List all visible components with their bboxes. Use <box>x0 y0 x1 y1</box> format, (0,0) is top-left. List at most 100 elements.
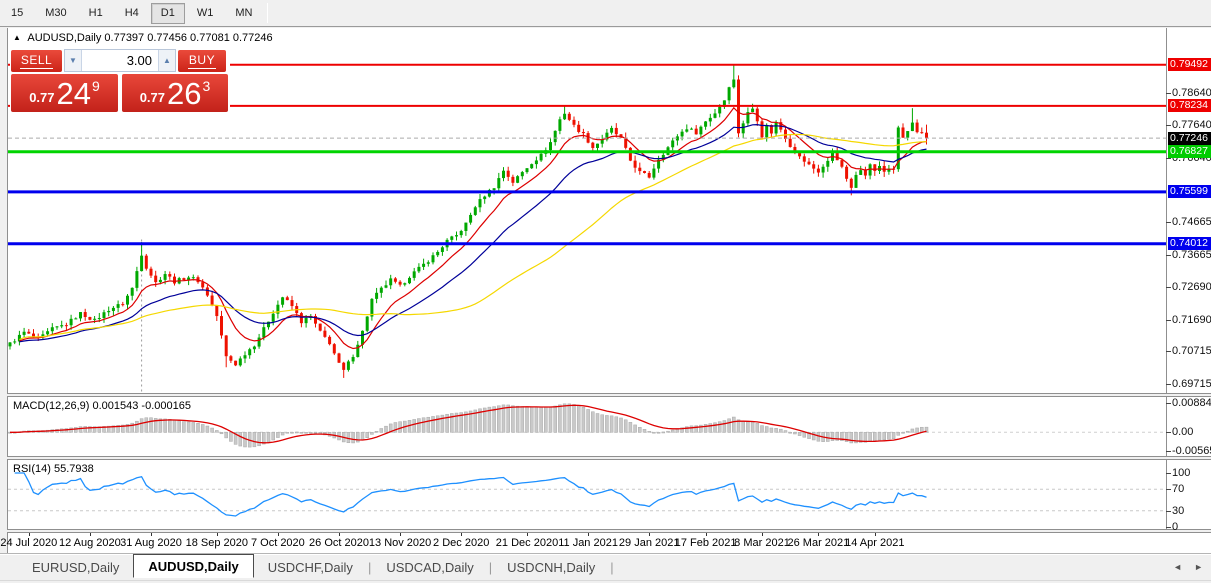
scale-tick-mark <box>1166 473 1171 474</box>
sell-button-label: SELL <box>19 52 54 69</box>
bid-price-panel[interactable]: 0.77 24 9 <box>11 74 118 112</box>
main-chart-panel[interactable] <box>8 63 1166 392</box>
timeframe-button-m30[interactable]: M30 <box>45 7 67 19</box>
macd-rsi-separator[interactable] <box>7 456 1211 460</box>
chart-ohlc-values: 0.77397 0.77456 0.77081 0.77246 <box>104 32 273 44</box>
bid-price-prefix: 0.77 <box>29 90 55 105</box>
chart-tab-usdcnh[interactable]: USDCNH,Daily <box>507 559 596 575</box>
date-label: 14 Apr 2021 <box>845 537 905 549</box>
price-flag-0.79492: 0.79492 <box>1168 58 1211 72</box>
date-tick-mark <box>649 533 651 536</box>
scale-tick-mark <box>1166 510 1171 512</box>
buy-button-label: BUY <box>187 52 217 69</box>
ask-price-pip: 3 <box>202 78 211 94</box>
date-label: 13 Nov 2020 <box>368 537 432 549</box>
tab-scroll-right-icon[interactable]: ► <box>1194 562 1203 572</box>
price-tick: 0.78640 <box>1172 86 1211 99</box>
price-tick: 0.71690 <box>1172 313 1211 326</box>
price-flag-0.77246: 0.77246 <box>1168 131 1211 145</box>
macd-tick: 0.00 <box>1172 426 1194 439</box>
timeframe-button-mn[interactable]: MN <box>235 7 253 19</box>
price-scale-separator <box>1166 28 1167 532</box>
date-label: 29 Jan 2021 <box>618 537 680 549</box>
date-tick-mark <box>339 533 340 536</box>
date-tick-mark <box>28 533 30 536</box>
lot-increase-button[interactable]: ▲ <box>158 50 175 71</box>
date-tick-mark <box>461 533 463 536</box>
chart-tab-audusd[interactable]: AUDUSD,Daily <box>133 554 254 578</box>
date-label: 26 Oct 2020 <box>309 537 369 549</box>
price-tick: 0.72690 <box>1172 280 1211 293</box>
scale-tick-mark <box>1166 286 1171 288</box>
macd-panel[interactable] <box>8 403 1166 448</box>
main-macd-separator[interactable] <box>7 393 1211 397</box>
scale-tick-mark <box>1166 157 1171 159</box>
date-tick-mark <box>151 533 152 536</box>
window-bottom-edge <box>0 580 1211 583</box>
lot-size-spinner: ▼ ▲ <box>64 49 176 72</box>
ma-line-slow[interactable] <box>19 133 927 341</box>
macd-signal-line <box>10 404 927 444</box>
lot-decrease-button[interactable]: ▼ <box>65 50 82 71</box>
timeframe-button-15[interactable]: 15 <box>11 7 24 19</box>
scale-tick-mark <box>1166 125 1171 127</box>
timeframe-button-d1[interactable]: D1 <box>150 2 185 24</box>
date-label: 17 Feb 2021 <box>674 537 737 549</box>
ma-line-medium[interactable] <box>19 123 927 343</box>
ask-price-big: 26 <box>167 76 202 111</box>
rsi-tick: 0 <box>1172 521 1179 533</box>
date-label: 26 Mar 2021 <box>787 537 850 549</box>
timeframe-toolbar: 15 M30 H1 H4 D1 W1 MN <box>0 0 1211 27</box>
bid-price-pip: 9 <box>92 78 100 94</box>
toolbar-separator <box>267 3 269 23</box>
macd-tick: 0.00884 <box>1172 397 1211 410</box>
rsi-tick: 70 <box>1172 483 1185 496</box>
price-flag-0.76827: 0.76827 <box>1168 145 1211 159</box>
rsi-panel[interactable] <box>8 472 1166 517</box>
timeframe-button-w1[interactable]: W1 <box>196 7 214 19</box>
price-flag-0.78234: 0.78234 <box>1168 99 1211 113</box>
date-tick-mark <box>400 533 402 536</box>
tab-divider: | <box>367 559 372 575</box>
buy-button[interactable]: BUY <box>178 49 226 72</box>
scale-tick-mark <box>1166 527 1171 528</box>
timeframe-button-h1[interactable]: H1 <box>88 7 103 19</box>
rsi-tick: 30 <box>1172 504 1185 517</box>
scale-tick-mark <box>1166 403 1171 405</box>
chart-tab-usdchf[interactable]: USDCHF,Daily <box>267 559 353 575</box>
collapse-panel-icon[interactable]: ▲ <box>13 33 21 42</box>
ma-line-fast[interactable] <box>19 106 927 350</box>
date-label: 21 Dec 2020 <box>495 537 559 549</box>
timeframe-button-h4[interactable]: H4 <box>124 7 139 19</box>
macd-tick: -0.005651 <box>1172 445 1211 458</box>
date-tick-mark <box>216 533 218 536</box>
chart-canvas[interactable] <box>0 28 1211 553</box>
chart-tab-eurusd[interactable]: EURUSD,Daily <box>32 559 120 575</box>
macd-label: MACD(12,26,9) 0.001543 -0.000165 <box>13 400 191 412</box>
date-label: 11 Jan 2021 <box>558 537 618 549</box>
date-label: 2 Dec 2020 <box>433 537 490 549</box>
rsi-axis-separator[interactable] <box>7 529 1211 533</box>
scale-tick-mark <box>1166 351 1171 353</box>
date-tick-mark <box>89 533 91 536</box>
date-tick-mark <box>818 533 820 536</box>
price-tick: 0.73665 <box>1172 249 1211 262</box>
sell-button[interactable]: SELL <box>11 49 62 72</box>
date-tick-mark <box>874 533 876 536</box>
date-label: 8 Mar 2021 <box>734 537 790 549</box>
date-label: 7 Oct 2020 <box>250 537 305 549</box>
bid-price-big: 24 <box>56 76 91 111</box>
lot-size-input[interactable] <box>82 51 158 70</box>
chart-symbol-period: AUDUSD,Daily <box>27 32 102 44</box>
rsi-tick: 100 <box>1172 467 1191 479</box>
rsi-line <box>14 472 927 517</box>
rsi-label: RSI(14) 55.7938 <box>13 463 94 475</box>
price-tick: 0.77640 <box>1172 119 1211 132</box>
chart-tab-usdcad[interactable]: USDCAD,Daily <box>386 559 474 575</box>
ask-price-panel[interactable]: 0.77 26 3 <box>122 74 228 112</box>
chart-title: ▲ AUDUSD,Daily 0.77397 0.77456 0.77081 0… <box>13 32 273 44</box>
date-label: 18 Sep 2020 <box>185 537 248 549</box>
tab-scroll-left-icon[interactable]: ◄ <box>1173 562 1183 572</box>
scale-tick-mark <box>1166 432 1171 434</box>
